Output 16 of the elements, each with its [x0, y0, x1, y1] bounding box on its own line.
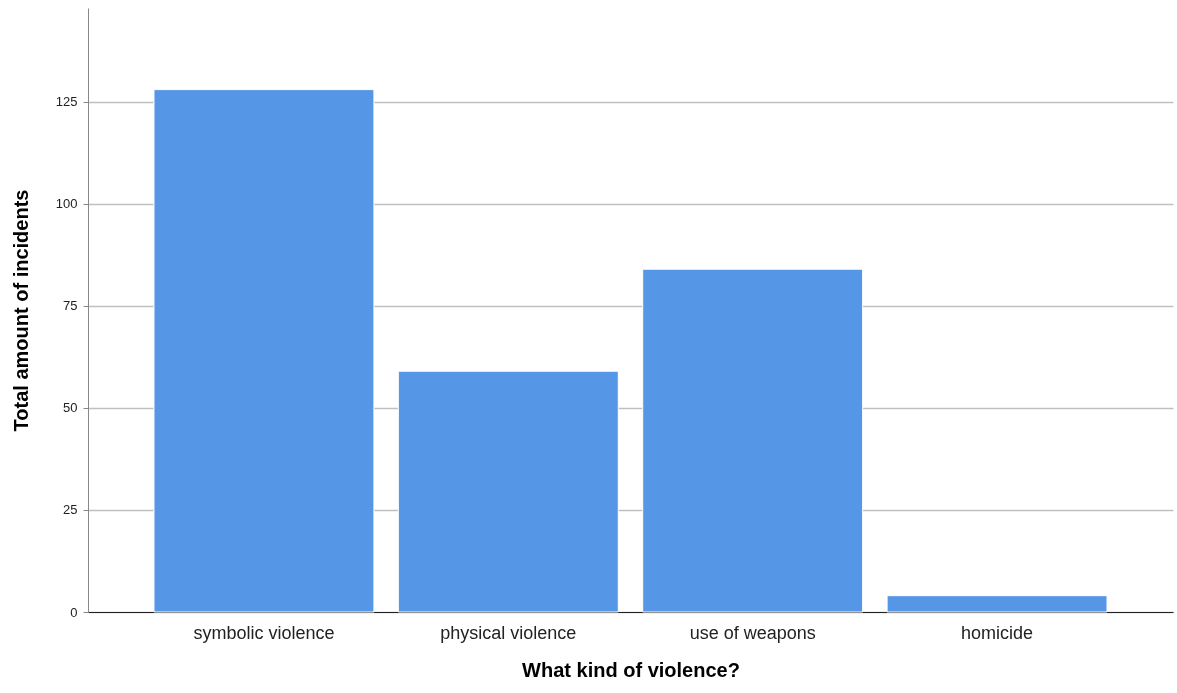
bar [397, 370, 619, 613]
y-tick-label: 0 [70, 604, 78, 620]
x-tick-label: use of weapons [689, 622, 816, 643]
y-tick-label: 125 [55, 94, 78, 110]
y-tick-label: 25 [63, 502, 78, 518]
y-tick-label: 75 [63, 298, 78, 314]
x-axis-title: What kind of violence? [522, 658, 740, 681]
x-tick-label: symbolic violence [193, 622, 335, 643]
bar [153, 89, 375, 613]
x-tick-label: homicide [961, 622, 1034, 643]
y-tick-label: 50 [63, 400, 78, 416]
bar [886, 595, 1108, 613]
bar [642, 268, 864, 613]
x-tick-label: physical violence [440, 622, 577, 643]
y-axis-title: Total amount of incidents [9, 189, 32, 432]
y-tick-label: 100 [55, 196, 78, 212]
